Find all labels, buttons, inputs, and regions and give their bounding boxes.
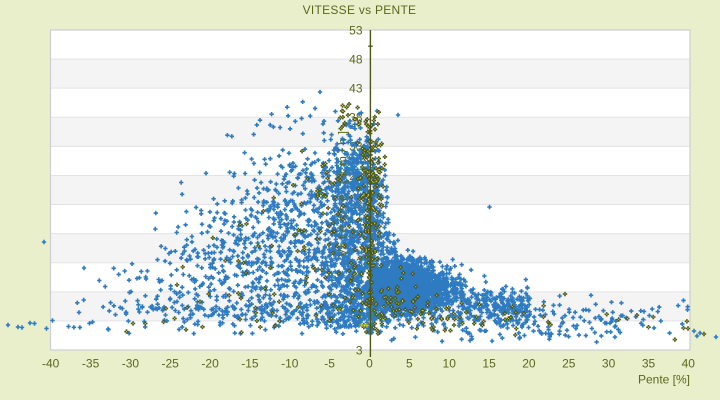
svg-text:VITESSE vs PENTE: VITESSE vs PENTE: [303, 3, 417, 17]
svg-text:20: 20: [522, 357, 536, 371]
svg-text:-25: -25: [162, 357, 180, 371]
svg-text:35: 35: [642, 357, 656, 371]
svg-text:0: 0: [366, 357, 373, 371]
svg-text:43: 43: [349, 81, 363, 95]
svg-text:5: 5: [406, 357, 413, 371]
svg-text:48: 48: [349, 52, 363, 66]
svg-text:-20: -20: [201, 357, 219, 371]
svg-text:Pente [%]: Pente [%]: [638, 373, 690, 387]
svg-text:30: 30: [602, 357, 616, 371]
svg-text:-5: -5: [324, 357, 335, 371]
svg-text:40: 40: [682, 357, 696, 371]
svg-text:-30: -30: [122, 357, 140, 371]
svg-text:-35: -35: [82, 357, 100, 371]
svg-text:3: 3: [356, 343, 363, 357]
svg-text:Vitesse [km/h]: Vitesse [km/h]: [336, 127, 350, 257]
svg-text:53: 53: [349, 23, 363, 37]
svg-text:-15: -15: [241, 357, 259, 371]
svg-text:-10: -10: [281, 357, 299, 371]
svg-text:10: 10: [443, 357, 457, 371]
svg-text:-40: -40: [42, 357, 60, 371]
svg-text:25: 25: [562, 357, 576, 371]
svg-text:15: 15: [482, 357, 496, 371]
